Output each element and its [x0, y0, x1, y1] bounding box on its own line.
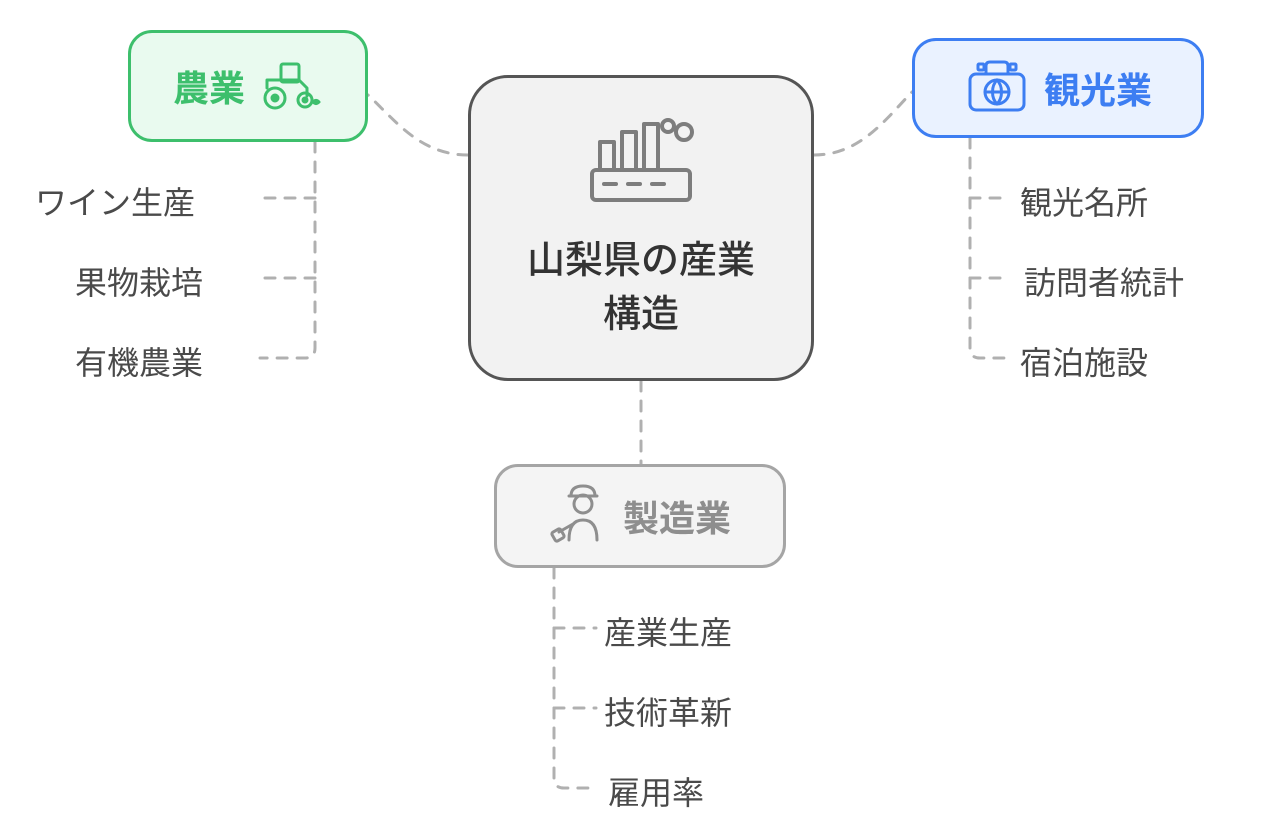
- agriculture-item-2: 果物栽培: [75, 258, 203, 304]
- factory-icon: [586, 114, 696, 211]
- manufacturing-node: 製造業: [494, 464, 786, 568]
- agriculture-node: 農業: [128, 30, 368, 142]
- edge-tourism-trunk: [970, 138, 1010, 358]
- edge-center-tourism: [814, 92, 912, 155]
- diagram-canvas: 山梨県の産業構造 農業 ワイン生産 果物栽培 有機農業: [0, 0, 1280, 838]
- edge-center-agriculture: [368, 95, 468, 155]
- tourism-label: 観光業: [1044, 62, 1152, 114]
- tourism-item-3: 宿泊施設: [1020, 338, 1148, 384]
- center-node: 山梨県の産業構造: [468, 75, 814, 381]
- suitcase-globe-icon: [964, 56, 1030, 121]
- agriculture-item-1: ワイン生産: [35, 178, 195, 224]
- tractor-icon: [259, 58, 323, 115]
- manufacturing-item-1: 産業生産: [604, 608, 732, 654]
- agriculture-label: 農業: [173, 60, 245, 112]
- manufacturing-item-2: 技術革新: [604, 688, 732, 734]
- tourism-node: 観光業: [912, 38, 1204, 138]
- tourism-item-1: 観光名所: [1020, 178, 1148, 224]
- worker-icon: [549, 482, 609, 551]
- manufacturing-item-3: 雇用率: [608, 768, 704, 814]
- edge-manufacturing-trunk: [554, 568, 596, 788]
- agriculture-item-3: 有機農業: [75, 338, 203, 384]
- manufacturing-label: 製造業: [623, 490, 731, 542]
- edge-agriculture-trunk: [260, 142, 315, 358]
- tourism-item-2: 訪問者統計: [1024, 258, 1184, 304]
- center-label: 山梨県の産業構造: [511, 235, 771, 341]
